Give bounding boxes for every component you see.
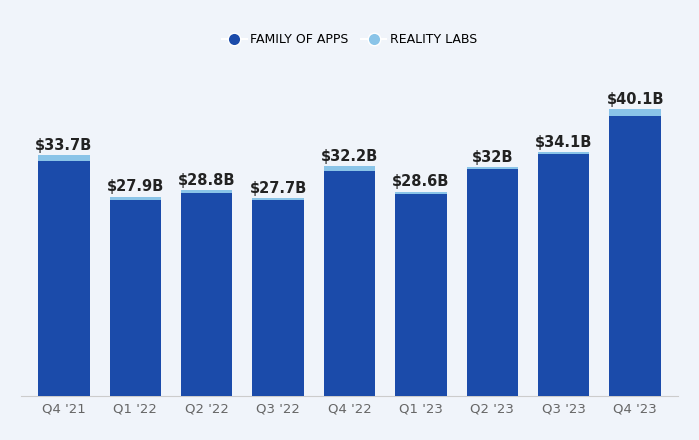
Text: $27.9B: $27.9B [107, 180, 164, 194]
Bar [252, 200, 304, 396]
Bar [324, 171, 375, 396]
Text: $33.7B: $33.7B [35, 138, 92, 153]
Bar [467, 167, 518, 169]
Bar [110, 200, 161, 396]
Bar [181, 193, 232, 396]
Bar [610, 116, 661, 396]
Text: $28.6B: $28.6B [392, 174, 449, 189]
Text: $27.7B: $27.7B [250, 181, 307, 196]
Bar [538, 152, 589, 154]
Bar [252, 198, 304, 200]
Text: $40.1B: $40.1B [607, 92, 664, 107]
Bar [324, 166, 375, 171]
Bar [38, 155, 89, 161]
Text: $32B: $32B [472, 150, 513, 165]
Bar [395, 191, 447, 194]
Bar [467, 169, 518, 396]
Bar [181, 190, 232, 193]
Text: $34.1B: $34.1B [535, 135, 593, 150]
Text: $28.8B: $28.8B [178, 173, 236, 188]
Bar [110, 197, 161, 200]
Bar [38, 161, 89, 396]
Legend: FAMILY OF APPS, REALITY LABS: FAMILY OF APPS, REALITY LABS [217, 28, 482, 51]
Bar [610, 109, 661, 116]
Bar [538, 154, 589, 396]
Text: $32.2B: $32.2B [321, 149, 378, 164]
Bar [395, 194, 447, 396]
